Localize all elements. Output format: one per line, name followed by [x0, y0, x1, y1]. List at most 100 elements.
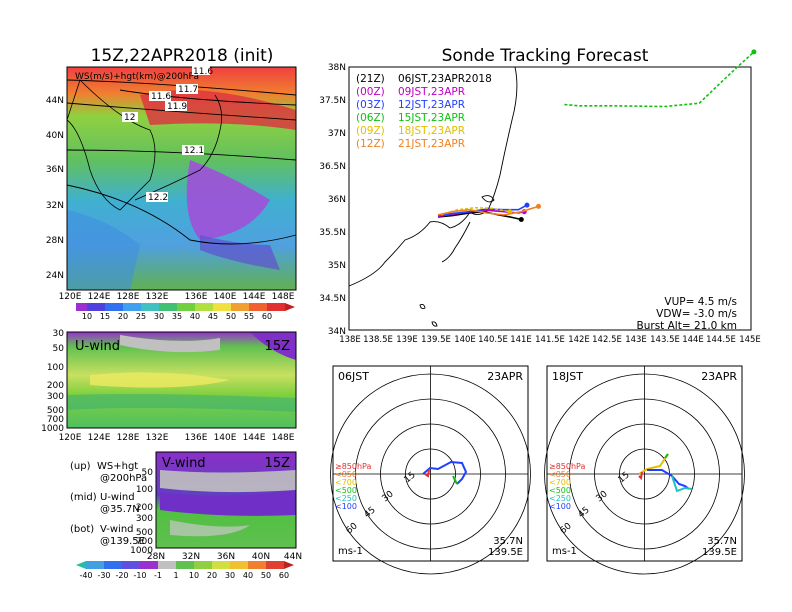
legend-sub: @200hPa [100, 473, 147, 484]
wind-colorbar: -40 -30 -20 -10 -1 1 10 20 30 40 50 60 [76, 561, 294, 580]
lat-tick: 28N [46, 236, 64, 246]
wind-speed-map: WS(m/s)+hgt(km)@200hPa 11.6 11.7 11.6 11… [46, 66, 297, 302]
contour-label: 12 [124, 113, 135, 123]
lat-tick: 36N [217, 552, 235, 562]
level-label: <850 [335, 470, 357, 479]
lon-tick: 144.5E [706, 335, 736, 345]
params: VUP= 4.5 m/s VDW= -3.0 m/s Burst Alt= 21… [637, 296, 737, 332]
track-endpoint [524, 202, 530, 208]
lon-tick: 124E [88, 433, 111, 443]
lon-tick: 148E [272, 433, 295, 443]
level-label: <500 [335, 486, 357, 495]
cb-tick: 20 [207, 571, 217, 580]
lat-tick: 44N [284, 552, 302, 562]
lon-tick: 140.5E [478, 335, 508, 345]
p-tick: 200 [136, 503, 153, 513]
hodo-unit: ms-1 [552, 546, 577, 557]
cb-tick: 60 [279, 571, 289, 580]
legend-utc: (00Z) [356, 86, 385, 98]
legend-jst: 15JST,23APR [398, 112, 465, 124]
level-label: <100 [549, 502, 571, 511]
hodo-date: 23APR [701, 370, 737, 383]
track-line [437, 204, 528, 217]
cb-tick: 1 [173, 571, 178, 580]
level-label: <250 [549, 494, 571, 503]
hodo-lon: 139.5E [702, 547, 737, 558]
v-wind-time: 15Z [265, 456, 291, 471]
hodo-time: 06JST [338, 370, 369, 383]
cb-tick: 45 [208, 312, 218, 321]
lat-tick: 36.5N [319, 162, 346, 172]
legend-text: V-wind [100, 524, 134, 535]
hodo-time: 18JST [552, 370, 583, 383]
lon-tick: 136E [185, 433, 208, 443]
cb-tick: 15 [100, 312, 110, 321]
lon-tick: 140E [214, 433, 237, 443]
lat-tick: 36N [46, 165, 64, 175]
lat-tick: 37.5N [319, 96, 346, 106]
cb-tick: 60 [262, 312, 272, 321]
level-label: <100 [335, 502, 357, 511]
v-wind-label: V-wind [162, 456, 206, 471]
lat-tick: 36N [328, 195, 346, 205]
level-label: ≥850hPa [549, 462, 586, 471]
contour-label: 12.2 [148, 193, 168, 203]
hodo-unit: ms-1 [338, 546, 363, 557]
lon-tick: 132E [146, 292, 169, 302]
lat-tick: 38N [328, 63, 346, 73]
cb-tick: -40 [79, 571, 92, 580]
map-lat-ticks: 44N 40N 36N 32N 28N 24N [46, 96, 64, 281]
lat-tick: 44N [46, 96, 64, 106]
hodograph-1: 18JST 23APR 15 30 45 60 ≥850hPa <850 <70… [544, 365, 745, 575]
lon-tick: 144E [243, 433, 266, 443]
legend-utc: (03Z) [356, 99, 385, 111]
map-label: WS(m/s)+hgt(km)@200hPa [75, 72, 199, 82]
legend-tag: (mid) [70, 492, 97, 503]
u-wind-section: U-wind 15Z 30 50 100 200 300 500 700 100… [41, 329, 297, 443]
lat-tick: 40N [46, 131, 64, 141]
cb-tick: 30 [225, 571, 235, 580]
level-label: <850 [549, 470, 571, 479]
lon-tick: 141E [510, 335, 532, 345]
p-tick: 30 [53, 329, 65, 339]
track-endpoint [536, 203, 541, 209]
p-tick: 500 [47, 406, 64, 416]
cb-tick: -20 [115, 571, 128, 580]
u-wind-time: 15Z [265, 339, 291, 354]
level-label: <250 [335, 494, 357, 503]
cb-tick: 20 [118, 312, 128, 321]
legend-jst: 06JST,23APR2018 [398, 73, 492, 85]
lat-tick: 34.5N [319, 294, 346, 304]
tracking-map: (21Z) 06JST,23APR2018 (00Z) 09JST,23APR … [319, 49, 761, 345]
p-tick: 300 [136, 514, 153, 524]
legend-utc: (12Z) [356, 138, 385, 150]
cb-tick: -10 [133, 571, 146, 580]
tracking-frame [348, 66, 752, 331]
lon-tick: 136E [185, 292, 208, 302]
lon-tick: 143E [625, 335, 647, 345]
legend-tag: (up) [70, 461, 91, 472]
lon-tick: 120E [59, 292, 82, 302]
track-lines [437, 49, 757, 222]
lon-tick: 128E [117, 433, 140, 443]
legend-jst: 18JST,23APR [398, 125, 465, 137]
p-tick: 1000 [41, 424, 64, 434]
lon-tick: 132E [146, 433, 169, 443]
lat-tick: 40N [252, 552, 270, 562]
contour-labels: 11.6 11.7 11.6 11.9 12 12.1 12.2 [122, 66, 213, 203]
lon-tick: 138.5E [363, 335, 393, 345]
legend-utc: (06Z) [356, 112, 385, 124]
hodograph-0: 06JST 23APR 15 30 45 60 ≥850hPa <850 <70… [330, 365, 531, 575]
level-label: <500 [549, 486, 571, 495]
lat-tick: 37N [328, 129, 346, 139]
cb-tick: 50 [226, 312, 236, 321]
track-endpoint [518, 217, 524, 222]
p-tick: 100 [136, 485, 153, 495]
lon-tick: 138E [339, 335, 361, 345]
hodo-lat: 35.7N [493, 536, 523, 547]
level-label: <700 [549, 478, 571, 487]
lon-tick: 145E [739, 335, 761, 345]
track-endpoint [751, 49, 757, 55]
param-vdw: VDW= -3.0 m/s [656, 308, 737, 320]
contour-label: 11.6 [193, 67, 213, 77]
